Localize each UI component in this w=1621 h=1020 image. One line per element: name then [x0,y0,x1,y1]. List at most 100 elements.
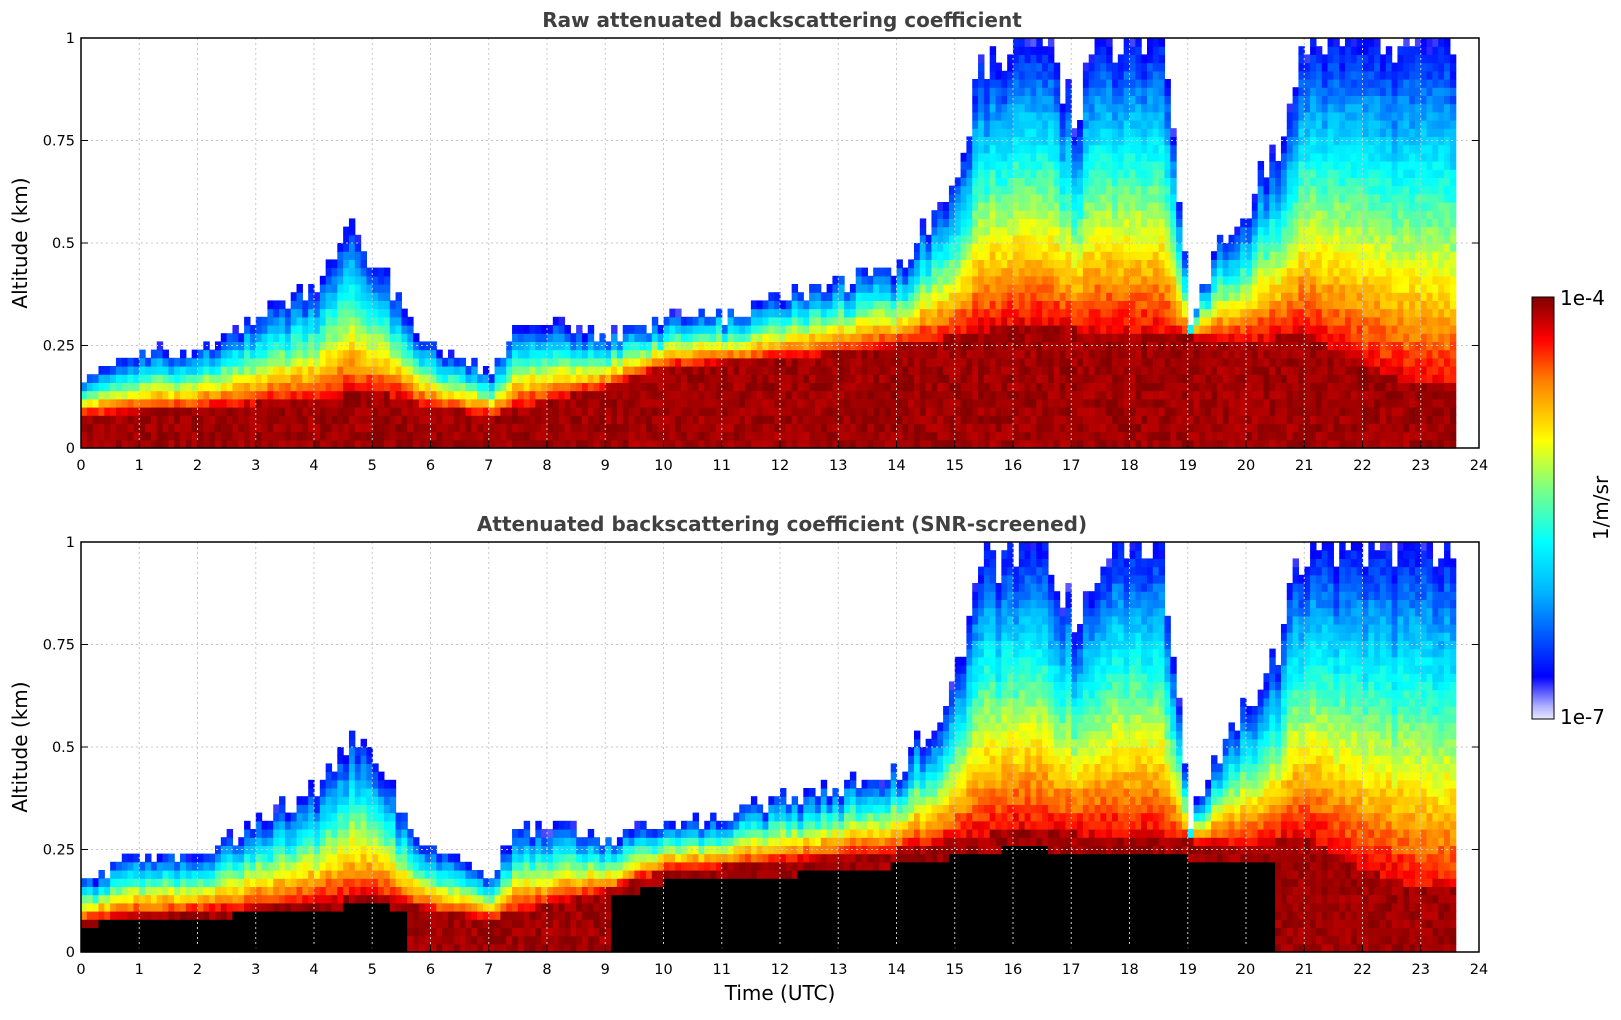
heatmap-cell [1158,251,1166,260]
heatmap-cell [1193,439,1200,449]
heatmap-cell [1071,366,1078,375]
heatmap-cell [296,407,303,416]
heatmap-cell [896,333,903,342]
heatmap-cell [348,333,356,342]
heatmap-cell [820,333,828,342]
heatmap-cell [570,431,577,441]
heatmap-cell [1112,210,1119,219]
heatmap-cell [733,398,740,408]
heatmap-cell [139,382,146,392]
heatmap-cell [1216,341,1224,351]
heatmap-cell [960,366,967,375]
heatmap-cell [919,366,927,375]
heatmap-cell [150,357,158,367]
heatmap-cell [989,366,997,375]
heatmap-cell [1263,357,1270,367]
heatmap-cell [954,193,962,203]
heatmap-cell [517,366,525,375]
heatmap-cell [279,366,286,375]
heatmap-cell [1100,357,1107,367]
heatmap-cell [418,357,426,367]
heatmap-cell [838,316,845,326]
heatmap-cell [1280,431,1288,441]
heatmap-cell [150,374,158,383]
heatmap-cell [715,398,723,408]
heatmap-cell [1251,210,1259,219]
heatmap-cell [902,308,909,318]
heatmap-cell [1216,431,1224,441]
heatmap-cell [1088,185,1096,195]
heatmap-cell [890,366,898,375]
heatmap-cell [966,275,973,285]
heatmap-cell [937,275,944,285]
heatmap-cell [646,390,653,400]
heatmap-cell [1077,390,1084,400]
heatmap-cell [1152,144,1160,154]
heatmap-cell [867,292,874,301]
heatmap-cell [488,431,496,441]
heatmap-cell [1222,243,1230,252]
heatmap-cell [1269,407,1276,416]
heatmap-cell [937,431,944,441]
heatmap-cell [1135,136,1142,146]
heatmap-cell [348,423,356,433]
heatmap-cell [226,382,234,392]
heatmap-cell [727,423,734,433]
heatmap-cell [1007,308,1014,318]
heatmap-cell [692,325,700,334]
heatmap-cell [1013,226,1020,236]
heatmap-cell [1263,177,1270,187]
heatmap-cell [1146,398,1154,408]
heatmap-cell [1123,79,1131,88]
heatmap-cell [663,366,670,375]
heatmap-cell [564,366,571,375]
heatmap-cell [1152,267,1160,277]
heatmap-cell [424,407,432,416]
heatmap-cell [284,349,292,359]
heatmap-cell [1088,234,1096,244]
heatmap-cell [966,333,973,342]
heatmap-cell [1146,95,1154,105]
heatmap-cell [1117,152,1125,162]
heatmap-cell [139,349,146,359]
heatmap-cell [255,390,263,400]
heatmap-cell [669,349,676,359]
heatmap-cell [983,193,991,203]
heatmap-cell [820,398,828,408]
heatmap-cell [214,423,222,433]
heatmap-cell [506,423,513,433]
heatmap-cell [1222,357,1230,367]
heatmap-cell [587,349,595,359]
heatmap-cell [442,423,449,433]
heatmap-cell [331,415,338,424]
heatmap-cell [803,398,810,408]
heatmap-cell [255,374,263,383]
heatmap-cell [785,431,793,441]
heatmap-cell [302,357,309,367]
heatmap-cell [954,267,962,277]
heatmap-cell [535,407,542,416]
heatmap-cell [1135,292,1142,301]
heatmap-cell [1123,407,1131,416]
heatmap-cell [1007,177,1014,187]
heatmap-cell [1047,128,1055,137]
heatmap-cell [1310,423,1317,433]
heatmap-cell [255,431,263,441]
heatmap-cell [780,300,787,310]
heatmap-cell [1170,284,1177,293]
heatmap-cell [570,390,577,400]
heatmap-cell [1065,161,1072,170]
heatmap-cell [1234,325,1241,334]
heatmap-cell [844,333,851,342]
heatmap-cell [1018,95,1026,105]
heatmap-cell [943,439,950,449]
heatmap-cell [1018,128,1026,137]
heatmap-cell [1135,341,1142,351]
heatmap-cell [576,423,583,433]
heatmap-cell [1135,407,1142,416]
heatmap-cell [1117,218,1125,228]
heatmap-cell [1042,79,1049,88]
heatmap-cell [1141,439,1148,449]
heatmap-cell [739,423,746,433]
heatmap-cell [465,415,472,424]
